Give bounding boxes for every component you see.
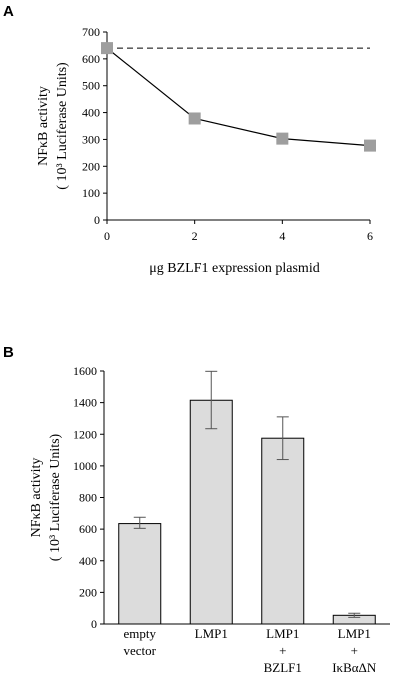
y-tick-label: 800: [79, 491, 97, 505]
bar-chart-panel-b: 0 200 400 600 800 1000 1200 1400 1600 empty vector…: [29, 364, 390, 675]
y-tick-label: 600: [79, 522, 97, 536]
category-label: vector: [124, 643, 157, 658]
y-tick-label: 1200: [73, 427, 97, 441]
category-label: LMP1: [195, 626, 228, 641]
x-tick-label: 4: [279, 229, 285, 243]
data-point-marker: [188, 112, 201, 125]
y-tick-label: 300: [82, 132, 100, 146]
x-tick-label: 6: [367, 229, 373, 243]
y-axis-title-line1: NFκB activity: [29, 458, 44, 538]
y-axis-title-line2: ( 10³ Luciferase Units): [48, 433, 63, 561]
y-axis-title-line1: NFκB activity: [36, 86, 51, 166]
y-tick-label: 1000: [73, 459, 97, 473]
y-tick-label: 200: [79, 585, 97, 599]
y-tick-label: 100: [82, 186, 100, 200]
y-axis-title-line2: ( 10³ Luciferase Units): [55, 62, 70, 190]
x-tick-label: 2: [192, 229, 198, 243]
y-tick-label: 500: [82, 79, 100, 93]
category-label: BZLF1: [264, 660, 302, 675]
y-tick-label: 400: [79, 554, 97, 568]
y-tick-label: 700: [82, 25, 100, 39]
category-label: IκBαΔN: [332, 660, 377, 675]
y-tick-label: 1600: [73, 364, 97, 378]
category-label: LMP1: [338, 626, 371, 641]
y-tick-label: 0: [94, 213, 100, 227]
y-tick-label: 600: [82, 52, 100, 66]
x-axis-title: μg BZLF1 expression plasmid: [149, 261, 319, 276]
y-tick-label: 1400: [73, 396, 97, 410]
category-label: LMP1: [266, 626, 299, 641]
x-tick-label: 0: [104, 229, 110, 243]
panel-b-letter: B: [3, 344, 14, 361]
data-point-marker: [101, 42, 113, 55]
series-line: [106, 47, 371, 147]
bar: [189, 399, 233, 625]
category-label: +: [351, 643, 358, 658]
category-label: +: [279, 643, 286, 658]
data-point-marker: [276, 132, 289, 145]
category-label: empty: [124, 626, 157, 641]
y-tick-label: 400: [82, 106, 100, 120]
line-chart-panel-a: 0 100 200 300 400 500 600 700 0 2 4 6 μg BZLF1 expre…: [36, 25, 376, 276]
y-tick-label: 0: [91, 617, 97, 631]
bar: [261, 437, 305, 625]
panel-a-letter: A: [3, 3, 14, 20]
y-tick-label: 200: [82, 159, 100, 173]
bar: [118, 523, 162, 625]
data-point-marker: [364, 139, 376, 152]
